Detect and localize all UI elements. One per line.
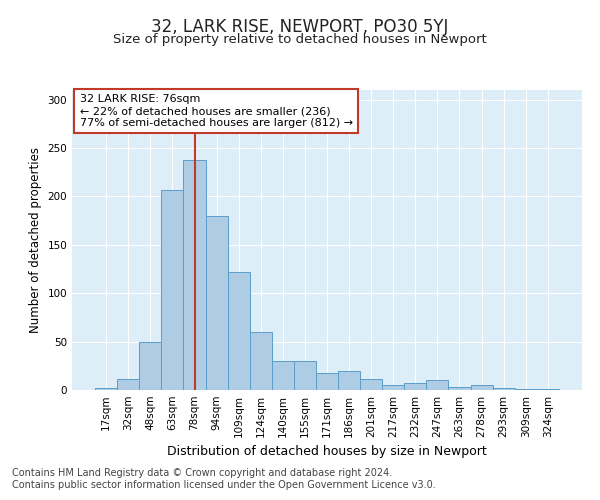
Bar xyxy=(470,385,493,390)
Bar xyxy=(294,361,316,390)
Bar xyxy=(227,272,250,390)
Text: Contains public sector information licensed under the Open Government Licence v3: Contains public sector information licen… xyxy=(12,480,436,490)
Bar xyxy=(360,380,382,390)
Bar xyxy=(493,388,515,390)
Bar xyxy=(139,342,161,390)
Bar xyxy=(316,372,338,390)
Text: 32 LARK RISE: 76sqm
← 22% of detached houses are smaller (236)
77% of semi-detac: 32 LARK RISE: 76sqm ← 22% of detached ho… xyxy=(80,94,353,128)
Bar xyxy=(515,389,537,390)
Bar xyxy=(161,190,184,390)
Bar xyxy=(95,388,117,390)
Text: Size of property relative to detached houses in Newport: Size of property relative to detached ho… xyxy=(113,32,487,46)
Text: 32, LARK RISE, NEWPORT, PO30 5YJ: 32, LARK RISE, NEWPORT, PO30 5YJ xyxy=(151,18,449,36)
Bar xyxy=(184,160,206,390)
Bar xyxy=(206,216,227,390)
Y-axis label: Number of detached properties: Number of detached properties xyxy=(29,147,42,333)
Text: Contains HM Land Registry data © Crown copyright and database right 2024.: Contains HM Land Registry data © Crown c… xyxy=(12,468,392,477)
Bar xyxy=(448,387,470,390)
X-axis label: Distribution of detached houses by size in Newport: Distribution of detached houses by size … xyxy=(167,446,487,458)
Bar xyxy=(404,383,427,390)
Bar xyxy=(427,380,448,390)
Bar xyxy=(250,332,272,390)
Bar xyxy=(117,380,139,390)
Bar xyxy=(537,389,559,390)
Bar xyxy=(338,370,360,390)
Bar xyxy=(272,361,294,390)
Bar xyxy=(382,385,404,390)
